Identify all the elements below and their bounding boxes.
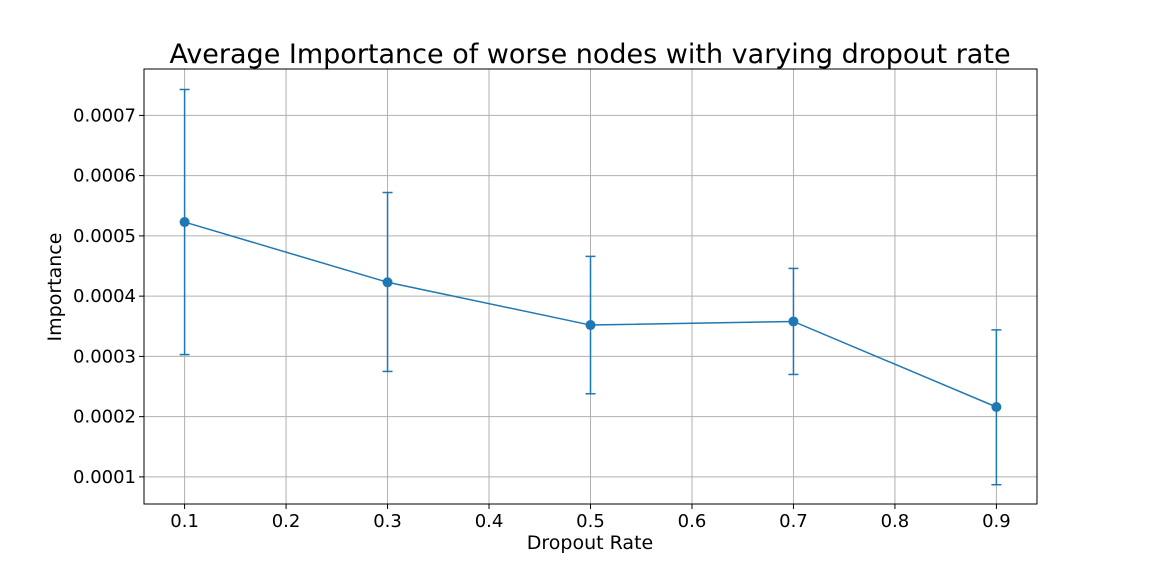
y-tick-label: 0.0001 — [73, 467, 136, 488]
y-tick-label: 0.0006 — [73, 166, 136, 187]
chart-title: Average Importance of worse nodes with v… — [169, 39, 1010, 70]
data-point — [382, 277, 393, 288]
y-tick-label: 0.0002 — [73, 407, 136, 428]
y-axis-label: Importance — [44, 233, 66, 342]
x-tick-label: 0.4 — [475, 511, 504, 532]
data-point — [585, 320, 596, 331]
x-tick-label: 0.5 — [576, 511, 605, 532]
data-point — [179, 217, 190, 228]
y-tick-label: 0.0004 — [73, 286, 136, 307]
x-tick-label: 0.8 — [881, 511, 910, 532]
x-tick-label: 0.2 — [272, 511, 301, 532]
y-tick-label: 0.0003 — [73, 346, 136, 367]
data-point — [788, 316, 799, 327]
y-tick-label: 0.0005 — [73, 226, 136, 247]
x-tick-label: 0.3 — [373, 511, 402, 532]
x-tick-label: 0.1 — [170, 511, 199, 532]
series-layer — [179, 88, 1002, 486]
y-tick-label: 0.0007 — [73, 105, 136, 126]
x-tick-label: 0.7 — [779, 511, 808, 532]
ticks: 0.1 0.2 0.3 0.4 0.5 0.6 0.7 0.8 0.9 0.0001 0.0002 0… — [73, 105, 1011, 532]
x-tick-label: 0.6 — [678, 511, 707, 532]
x-axis-label: Dropout Rate — [527, 532, 653, 554]
x-tick-label: 0.9 — [982, 511, 1011, 532]
data-point — [991, 401, 1002, 412]
